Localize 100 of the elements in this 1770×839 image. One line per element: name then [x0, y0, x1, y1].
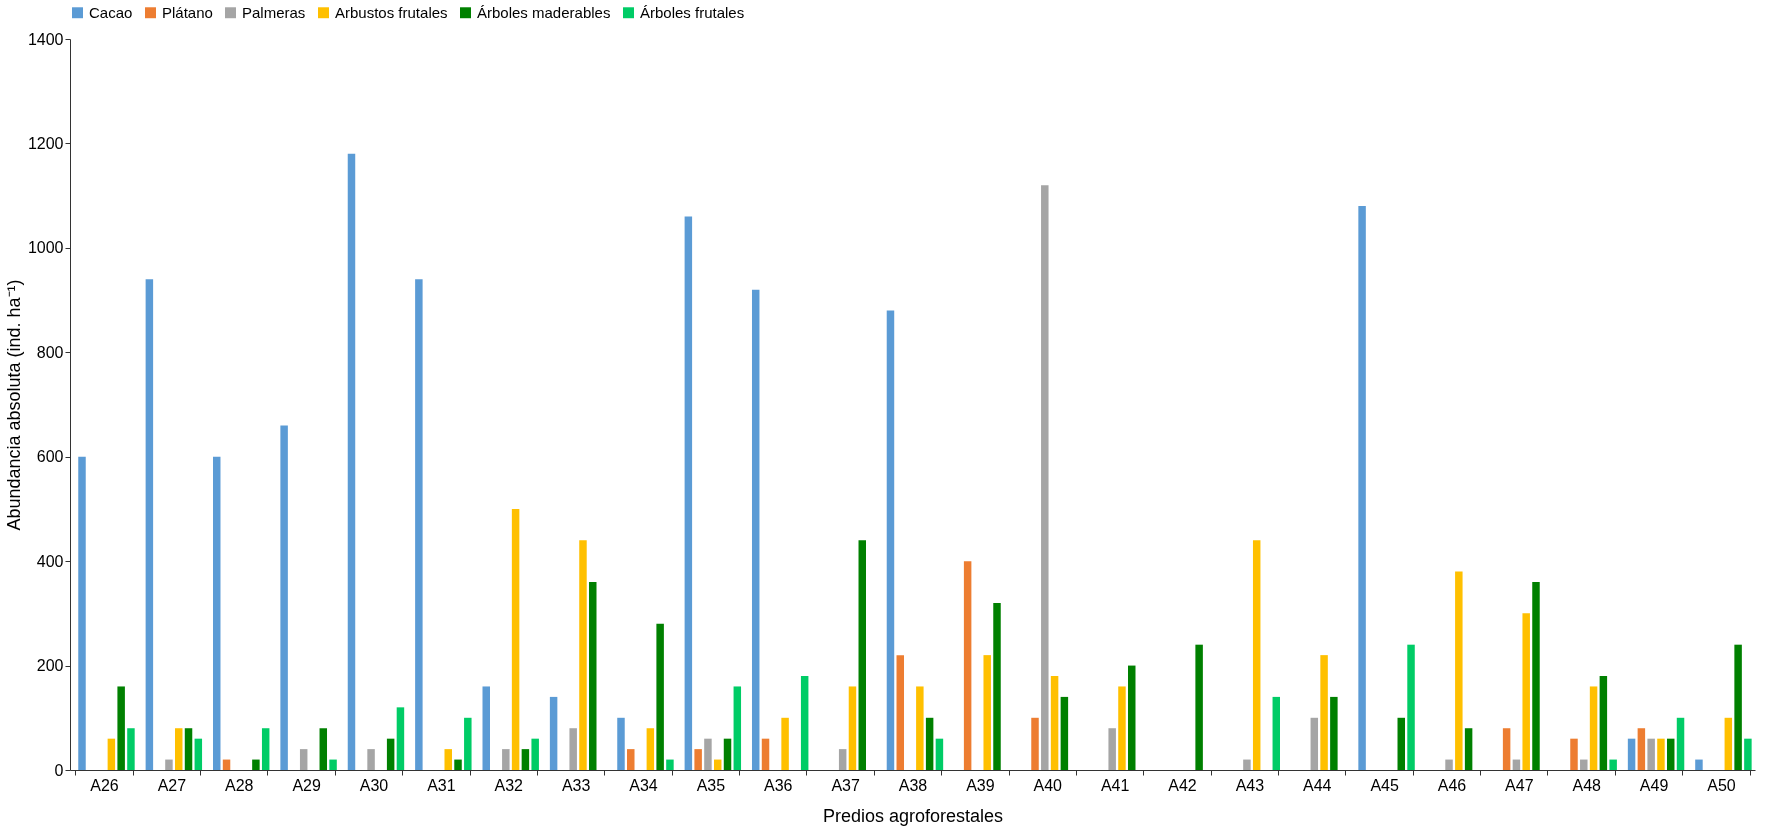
bar — [1464, 728, 1473, 770]
x-tick-label: A48 — [1572, 776, 1602, 794]
bar — [1502, 728, 1511, 770]
x-tick-label: A41 — [1100, 776, 1130, 794]
x-tick-label: A30 — [359, 776, 389, 794]
legend-label: Arbustos frutales — [335, 3, 448, 21]
bar — [502, 749, 510, 770]
bar — [107, 738, 116, 770]
bar — [1512, 759, 1521, 770]
bar — [1060, 696, 1069, 770]
x-tick-label: A36 — [764, 776, 793, 794]
bar — [589, 582, 597, 770]
x-tick-label: A26 — [90, 776, 119, 794]
bar — [838, 749, 847, 770]
bar — [252, 759, 260, 770]
legend-label: Plátano — [162, 3, 213, 21]
x-tick-label: A39 — [966, 776, 995, 794]
bar — [1041, 185, 1049, 770]
y-tick-label: 600 — [36, 448, 64, 466]
bar — [993, 602, 1001, 770]
bar — [1272, 696, 1281, 770]
bar — [444, 749, 452, 770]
bar — [1031, 717, 1039, 770]
bar — [1647, 738, 1655, 770]
x-tick-label: A35 — [696, 776, 726, 794]
bar — [1589, 686, 1598, 770]
bar — [800, 676, 809, 770]
bar — [935, 738, 944, 770]
bar — [723, 738, 732, 770]
bar — [617, 717, 625, 770]
legend-label: Cacao — [89, 3, 133, 21]
bar — [386, 738, 395, 770]
y-tick-label: 800 — [36, 343, 64, 361]
x-tick-label: A50 — [1707, 776, 1736, 794]
bar — [1724, 717, 1733, 770]
bar — [1580, 759, 1588, 770]
bar — [656, 623, 664, 770]
bar — [464, 717, 472, 770]
bar — [1407, 644, 1415, 770]
bar — [704, 738, 712, 770]
bar — [145, 279, 154, 770]
bar — [213, 456, 221, 770]
bar — [886, 310, 895, 770]
x-tick-label: A47 — [1505, 776, 1534, 794]
bar — [222, 759, 231, 770]
bar — [531, 738, 539, 770]
bar — [511, 508, 520, 770]
bar — [569, 728, 577, 770]
bar — [329, 759, 337, 770]
bar — [78, 456, 86, 770]
bar — [858, 540, 866, 770]
bar — [299, 749, 308, 770]
bar — [194, 738, 203, 770]
bar — [1118, 686, 1126, 770]
y-tick-label: 400 — [36, 552, 64, 570]
y-tick-label: 0 — [54, 761, 64, 779]
bar — [1445, 759, 1453, 770]
x-axis-title: Predios agroforestales — [822, 805, 1004, 826]
bar — [1358, 206, 1366, 770]
bar — [1252, 540, 1261, 770]
bar — [761, 738, 770, 770]
bar — [117, 686, 125, 770]
x-tick-label: A32 — [494, 776, 524, 794]
bar — [396, 707, 405, 770]
bar — [1570, 738, 1578, 770]
bar — [1050, 676, 1059, 770]
bar — [1744, 738, 1752, 770]
x-tick-label: A31 — [427, 776, 456, 794]
bar — [1657, 738, 1665, 770]
legend-label: Árboles frutales — [640, 3, 745, 21]
legend-label: Árboles maderables — [477, 3, 611, 21]
bar — [1195, 644, 1203, 770]
x-tick-label: A28 — [225, 776, 254, 794]
y-tick-label: 1000 — [27, 239, 64, 257]
bar — [925, 717, 934, 770]
x-tick-label: A33 — [561, 776, 591, 794]
bar — [963, 561, 972, 770]
bar — [694, 749, 702, 770]
bar — [1734, 644, 1742, 770]
y-axis-title: Abundancia absoluta (ind. ha⁻¹) — [3, 279, 24, 531]
y-tick-label: 1400 — [27, 30, 64, 48]
bar — [1522, 613, 1530, 770]
bar — [127, 728, 135, 770]
bar — [1695, 759, 1703, 770]
bar — [261, 728, 270, 770]
bar — [983, 655, 991, 770]
bar — [1532, 582, 1540, 770]
x-tick-label: A29 — [292, 776, 321, 794]
bar — [916, 686, 924, 770]
bar — [367, 749, 375, 770]
bar — [751, 289, 760, 770]
bar — [415, 279, 423, 770]
bar — [1599, 676, 1608, 770]
bar — [1310, 717, 1319, 770]
x-tick-label: A49 — [1639, 776, 1669, 794]
bar — [521, 749, 530, 770]
x-tick-label: A37 — [831, 776, 860, 794]
bar — [1666, 738, 1675, 770]
bar — [319, 728, 328, 770]
y-tick-label: 1200 — [27, 134, 64, 152]
